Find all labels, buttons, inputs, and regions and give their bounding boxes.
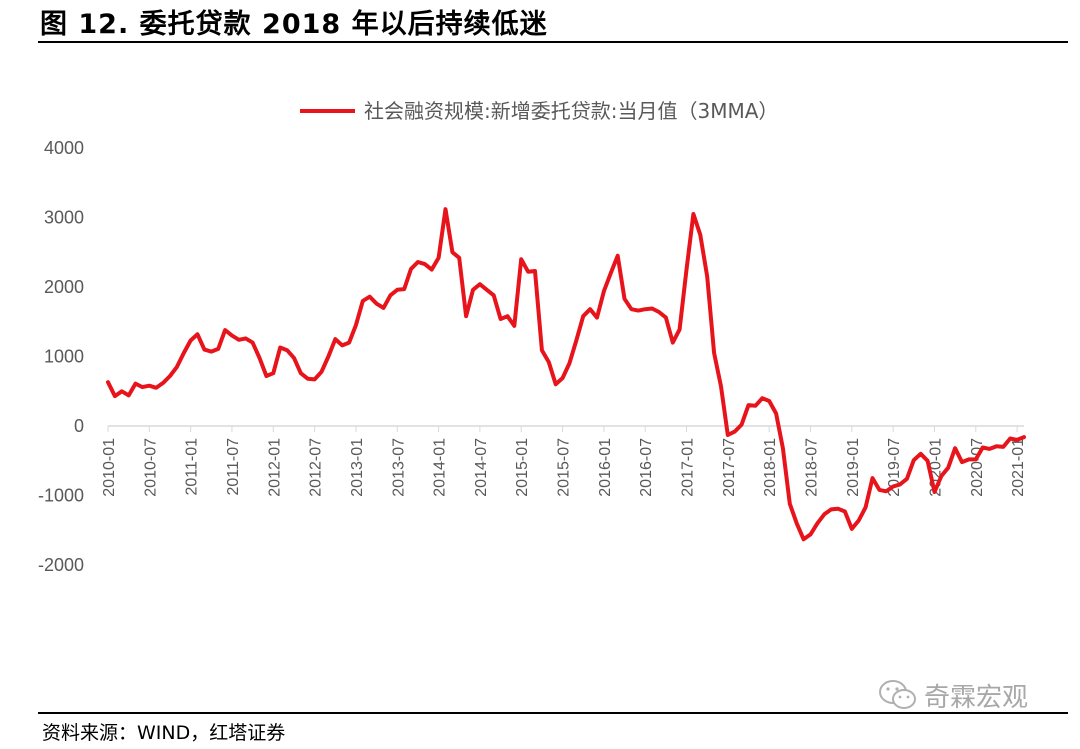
x-tick-label: 2014-01: [432, 438, 449, 497]
x-tick-label: 2013-01: [349, 438, 366, 497]
x-tick-label: 2016-01: [597, 438, 614, 497]
y-tick-label: 0: [74, 416, 84, 436]
x-tick-label: 2017-01: [680, 438, 697, 497]
title-rule: [38, 41, 1068, 43]
watermark: 奇霖宏观: [878, 675, 1028, 715]
x-tick-label: 2014-07: [473, 438, 490, 497]
x-tick-label: 2015-07: [556, 438, 573, 497]
x-tick-label: 2012-07: [308, 438, 325, 497]
source-note: 资料来源：WIND，红塔证券: [42, 722, 286, 744]
x-tick-label: 2015-01: [514, 438, 531, 497]
x-tick-label: 2013-07: [390, 438, 407, 497]
y-axis: 4000 3000 2000 1000 0 -1000 -2000: [38, 138, 84, 575]
x-tick-label: 2018-07: [803, 438, 820, 497]
y-tick-label: -2000: [38, 555, 84, 575]
x-tick-label: 2017-07: [721, 438, 738, 497]
y-tick-label: 1000: [44, 347, 84, 367]
chart-title: 图 12. 委托贷款 2018 年以后持续低迷: [40, 9, 548, 40]
x-tick-label: 2011-07: [225, 438, 242, 496]
wechat-icon: [879, 680, 916, 709]
y-tick-label: 3000: [44, 208, 84, 228]
y-tick-label: -1000: [38, 486, 84, 506]
x-tick-label: 2016-07: [638, 438, 655, 497]
x-tick-label: 2018-01: [762, 438, 779, 497]
x-tick-label: 2010-01: [101, 438, 118, 497]
x-axis: 2010-01 2010-07 2011-01 2011-07 2012-01 2012-…: [101, 425, 1027, 497]
chart-legend: 社会融资规模:新增委托贷款:当月值（3MMA）: [300, 99, 778, 123]
x-tick-label: 2021-01: [1010, 438, 1027, 497]
y-tick-label: 4000: [44, 138, 84, 158]
x-tick-label: 2011-01: [184, 438, 201, 496]
x-tick-label: 2010-07: [142, 438, 159, 497]
x-tick-label: 2019-07: [886, 438, 903, 497]
legend-label: 社会融资规模:新增委托贷款:当月值（3MMA）: [364, 99, 778, 123]
y-tick-label: 2000: [44, 277, 84, 297]
x-tick-label: 2019-01: [845, 438, 862, 497]
series-layer: [106, 207, 1026, 542]
x-tick-label: 2012-01: [266, 438, 283, 497]
watermark-text: 奇霖宏观: [924, 682, 1029, 713]
series-line: [106, 207, 1026, 542]
source-rule: [38, 712, 1068, 714]
